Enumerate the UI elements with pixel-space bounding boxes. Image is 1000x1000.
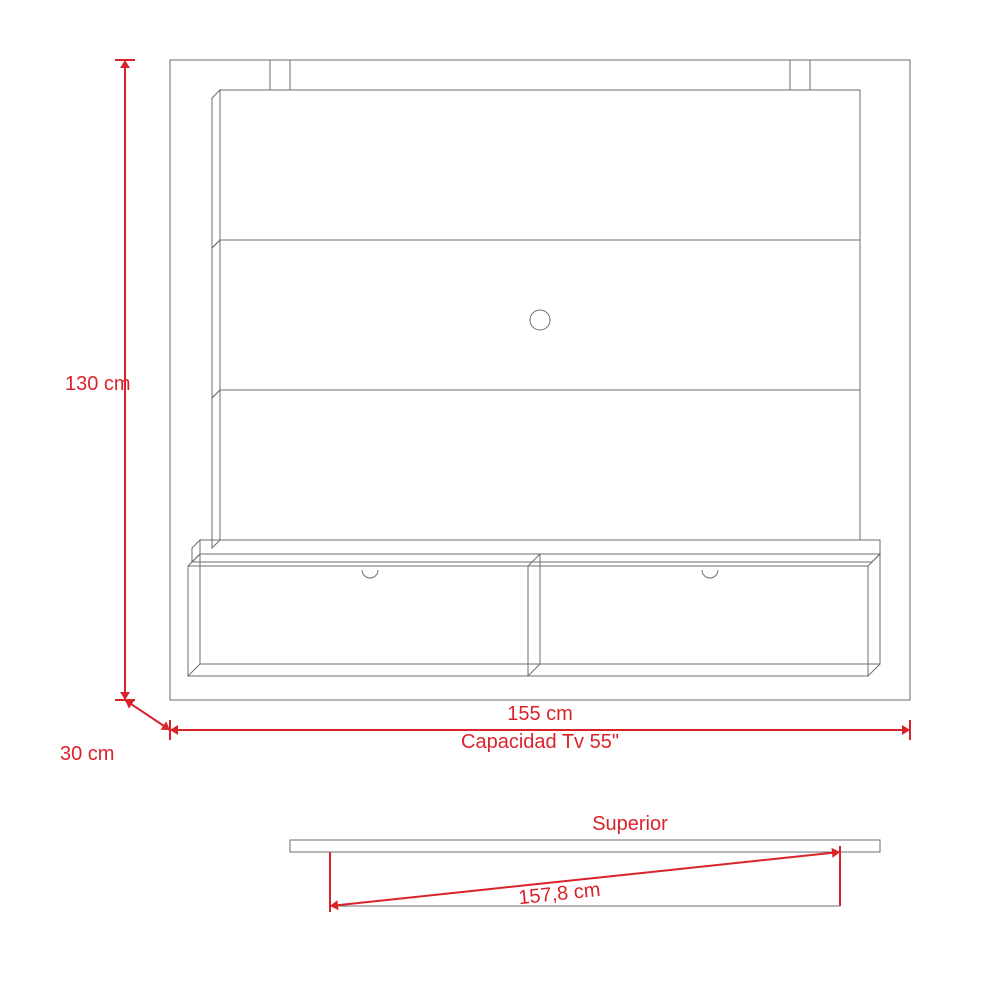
label-top-title: Superior — [592, 813, 668, 835]
label-top-width: 157,8 cm — [517, 879, 601, 909]
label-capacity: Capacidad Tv 55" — [461, 731, 619, 753]
front-view — [170, 60, 910, 700]
label-depth: 30 cm — [60, 743, 114, 765]
dimensions-front — [115, 60, 910, 740]
label-width: 155 cm — [507, 703, 573, 725]
label-height: 130 cm — [65, 373, 131, 395]
